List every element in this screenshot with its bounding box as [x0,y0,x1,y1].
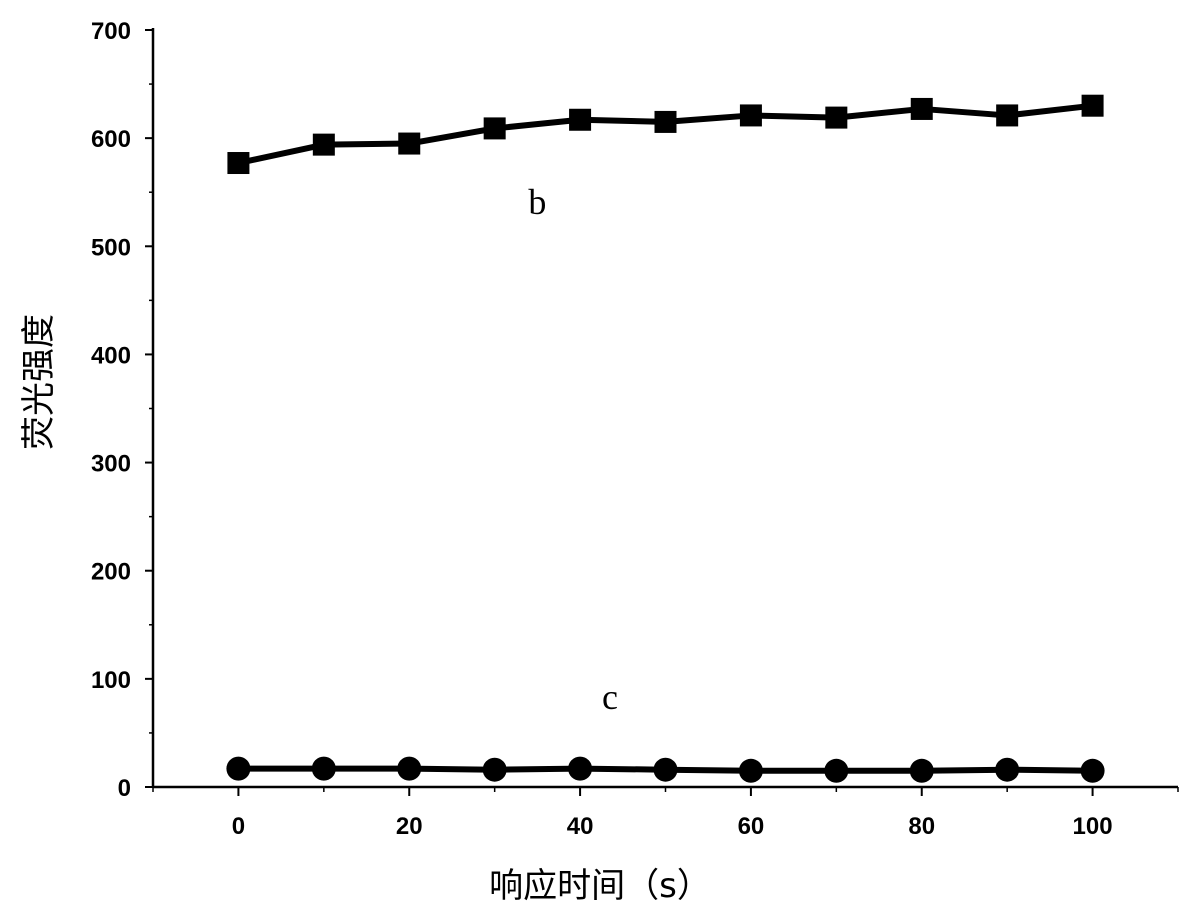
data-point-circle [739,759,763,783]
x-axis-ticks: 0 20 40 60 80 100 [153,787,1178,840]
data-point-square [996,104,1018,126]
data-point-square [911,98,933,120]
data-point-circle [910,759,934,783]
data-point-circle [654,758,678,782]
y-tick-label: 200 [91,559,131,586]
data-point-square [1082,95,1104,117]
data-point-circle [483,758,507,782]
data-point-circle [1081,759,1105,783]
data-point-circle [568,757,592,781]
data-point-square [398,133,420,155]
series-b [227,95,1103,174]
series-label-b: b [528,182,546,222]
data-point-circle [226,757,250,781]
y-tick-label: 0 [118,775,131,802]
y-tick-label: 100 [91,667,131,694]
data-point-square [569,109,591,131]
data-point-circle [312,757,336,781]
series-label-c: c [602,677,618,717]
axes [153,28,1178,787]
y-tick-label: 500 [91,234,131,261]
y-axis-title: 荧光强度 [19,314,59,450]
x-tick-label: 40 [567,813,594,840]
y-axis-ticks: 0 100 200 300 400 500 600 700 [91,18,153,802]
x-tick-label: 60 [738,813,765,840]
data-point-square [825,107,847,129]
x-tick-label: 100 [1073,813,1113,840]
x-tick-label: 80 [908,813,935,840]
data-point-square [484,117,506,139]
data-point-circle [824,759,848,783]
y-tick-label: 400 [91,342,131,369]
y-tick-label: 700 [91,18,131,45]
data-point-square [227,152,249,174]
x-tick-label: 0 [232,813,245,840]
data-point-square [655,111,677,133]
y-tick-label: 600 [91,126,131,153]
y-tick-label: 300 [91,451,131,478]
data-point-square [313,134,335,156]
x-axis-title: 响应时间（s） [489,866,711,906]
data-point-circle [397,757,421,781]
series-layer [226,95,1104,783]
data-point-square [740,104,762,126]
series-c [226,757,1104,783]
data-point-circle [995,758,1019,782]
x-tick-label: 20 [396,813,423,840]
